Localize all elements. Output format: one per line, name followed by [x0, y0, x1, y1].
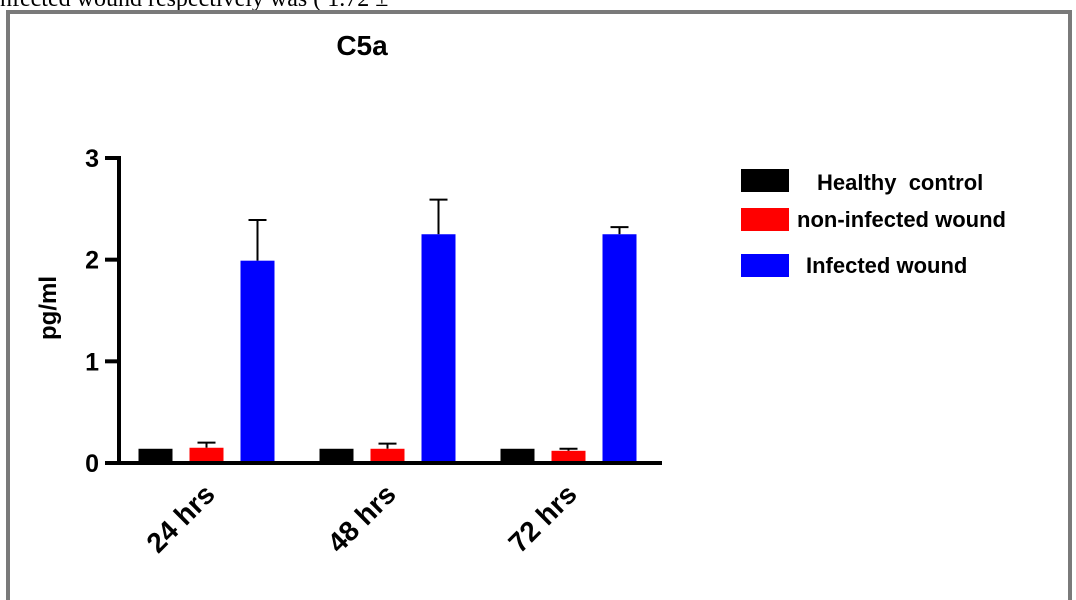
page-text-snippet: nfected wound respectively was ( 1.72 ±	[0, 0, 600, 10]
bar	[138, 448, 173, 463]
y-ticks-group: 0 1 2 3	[85, 145, 119, 478]
bars-group	[138, 198, 637, 463]
legend: Healthy control non-infected wound Infecte…	[741, 169, 1006, 278]
axes-group	[117, 156, 662, 465]
y-tick-label: 0	[85, 450, 99, 478]
legend-label: Infected wound	[806, 253, 967, 278]
bar	[421, 234, 456, 463]
figure-frame	[6, 10, 1072, 600]
legend-swatch	[741, 254, 789, 277]
x-category-label: 24 hrs	[140, 478, 220, 558]
y-axis-title: pg/ml	[35, 276, 62, 340]
legend-swatch	[741, 208, 789, 231]
y-tick-label: 1	[85, 348, 99, 376]
y-tick-label: 2	[85, 247, 99, 275]
x-category-label: 48 hrs	[321, 478, 401, 558]
bar	[551, 450, 586, 463]
y-tick-label: 3	[85, 145, 99, 173]
bar	[602, 234, 637, 463]
bar	[240, 260, 275, 463]
bar	[370, 448, 405, 463]
legend-swatch	[741, 169, 789, 192]
bar	[500, 448, 535, 463]
legend-label: Healthy control	[817, 170, 983, 195]
chart-title: C5a	[336, 30, 388, 61]
x-category-label: 72 hrs	[502, 478, 582, 558]
bar	[189, 447, 224, 463]
legend-label: non-infected wound	[797, 207, 1006, 232]
x-labels-group: 24 hrs 48 hrs 72 hrs	[140, 478, 582, 558]
bar	[319, 448, 354, 463]
